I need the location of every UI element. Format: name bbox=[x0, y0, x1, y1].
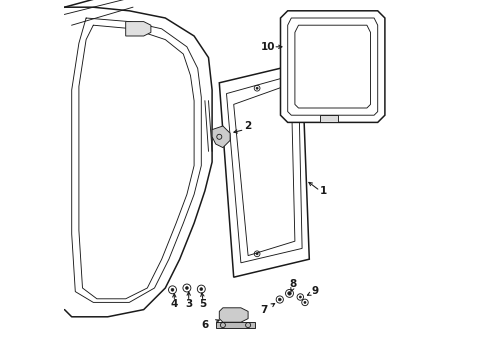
Polygon shape bbox=[280, 11, 384, 122]
Polygon shape bbox=[125, 22, 151, 36]
Text: 5: 5 bbox=[199, 299, 206, 309]
Circle shape bbox=[287, 292, 291, 295]
Circle shape bbox=[185, 287, 188, 289]
Polygon shape bbox=[212, 126, 230, 148]
Circle shape bbox=[200, 288, 203, 291]
Polygon shape bbox=[294, 25, 370, 108]
Text: 8: 8 bbox=[288, 279, 296, 289]
Text: 1: 1 bbox=[320, 186, 326, 196]
Circle shape bbox=[303, 301, 305, 303]
Circle shape bbox=[256, 253, 258, 255]
Polygon shape bbox=[219, 65, 309, 277]
Text: 9: 9 bbox=[310, 285, 318, 296]
Circle shape bbox=[171, 288, 174, 291]
Text: 2: 2 bbox=[244, 121, 251, 131]
Text: 4: 4 bbox=[170, 299, 178, 309]
Polygon shape bbox=[226, 76, 302, 263]
Circle shape bbox=[256, 87, 258, 89]
Polygon shape bbox=[219, 308, 247, 322]
Polygon shape bbox=[320, 115, 337, 122]
Text: 6: 6 bbox=[201, 320, 208, 330]
Polygon shape bbox=[287, 18, 377, 115]
Polygon shape bbox=[215, 322, 255, 328]
Text: 3: 3 bbox=[184, 299, 192, 309]
Circle shape bbox=[278, 298, 281, 301]
Circle shape bbox=[299, 296, 301, 298]
Text: 7: 7 bbox=[260, 305, 267, 315]
Text: 10: 10 bbox=[260, 42, 275, 52]
Polygon shape bbox=[233, 86, 294, 256]
